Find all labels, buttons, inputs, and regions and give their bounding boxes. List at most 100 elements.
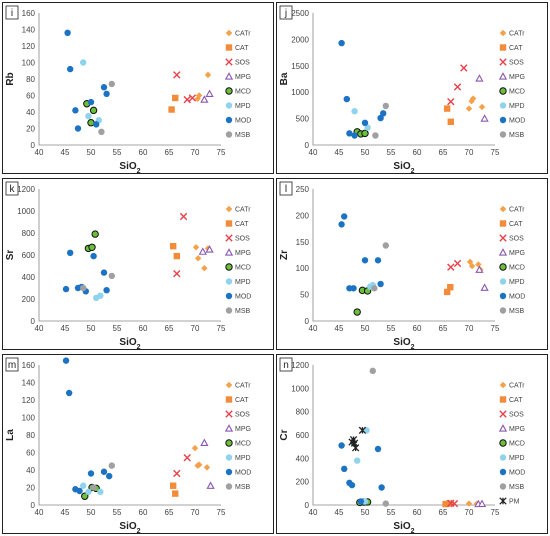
data-point [447,263,455,271]
legend-marker [225,205,233,213]
legend-label: SOS [509,412,524,419]
series-MPD [351,108,371,131]
data-point [358,426,367,434]
x-tick-label: 40 [35,148,44,157]
legend-marker [225,44,233,51]
legend-marker [499,102,507,109]
x-tick-label: 75 [217,324,226,333]
legend-marker [498,72,508,80]
x-tick-label: 65 [439,148,448,157]
y-tick-label: 140 [22,26,36,35]
series-CATr [194,71,212,102]
series-MOD [338,213,384,292]
x-tick-label: 50 [361,508,370,517]
y-tick-label: 0 [31,501,36,510]
series-MPD [80,482,104,496]
data-point [378,484,385,491]
x-tick-label: 70 [465,148,474,157]
data-point [62,357,70,364]
legend-label: CATr [509,383,525,390]
data-point [173,252,180,260]
data-point [480,283,489,291]
series-MPG [475,74,489,122]
panel-letter: k [10,184,16,195]
series-SOS [447,259,462,271]
legend-marker [225,381,233,389]
data-point [90,484,97,491]
x-tick-label: 60 [413,508,422,517]
legend-label: MSB [509,484,525,491]
x-tick-label: 50 [361,148,370,157]
legend-marker [499,29,507,37]
data-point [475,261,482,268]
legend-label: MSB [509,308,525,315]
data-point [89,106,98,115]
legend-marker [225,220,233,227]
y-tick-label: 0 [305,317,310,326]
y-tick-label: 2000 [291,35,309,44]
data-point [206,481,215,489]
data-point [188,94,197,102]
data-point [338,221,345,228]
series-SOS [173,454,191,478]
data-point [103,287,110,294]
data-point [382,102,389,110]
data-point [338,39,345,47]
legend-marker [225,102,233,109]
x-tick-label: 60 [139,508,148,517]
axis-lines [38,365,221,506]
legend-marker [499,263,507,271]
y-tick-label: 120 [22,42,36,51]
x-tick-label: 70 [191,148,200,157]
data-point [478,103,486,111]
legend-marker [225,87,233,95]
data-point [348,481,356,489]
x-axis-label: SiO2 [393,161,414,173]
x-tick-label: 60 [139,324,148,333]
panel-letter-box [279,357,293,372]
x-tick-label: 40 [309,148,318,157]
legend-label: MCD [509,441,525,448]
data-point [346,130,353,137]
series-MOD [338,39,387,139]
series-MCD [353,286,372,316]
y-tick-label: 140 [22,379,36,388]
data-point [85,488,92,496]
x-tick-label: 40 [309,324,318,333]
chart-panel-k: k 0 200 400 600 800 1000 1200 40 45 50 55 60 65 70 75 Sr… [2,178,274,350]
data-point [62,285,70,293]
y-tick-label: 160 [22,361,36,370]
legend-marker [499,205,507,213]
legend-label: MPG [509,74,525,81]
x-tick-label: 40 [35,324,44,333]
data-point [369,367,376,375]
data-point [67,249,74,256]
data-point [90,252,97,260]
series-MPD [354,427,370,505]
data-point [371,285,378,292]
x-tick-label: 40 [309,508,318,517]
data-point [195,92,203,99]
data-point [205,89,214,97]
y-tick-label: 60 [26,92,35,101]
series-MPG [200,438,215,489]
series-MCD [84,230,99,253]
y-tick-label: 0 [31,317,36,326]
data-point [108,462,116,469]
legend-marker [225,483,233,490]
data-point [357,498,365,505]
legend-label: CAT [509,45,523,52]
data-point [80,59,87,66]
legend-marker [499,307,507,314]
legend-marker [498,424,508,432]
y-tick-label: 400 [22,273,36,282]
data-point [480,114,489,122]
y-tick-label: 100 [22,414,36,423]
legend-marker [225,396,233,403]
chart-panel-m: m 0 20 40 60 80 100 120 140 160 40 45 50 55 60 65 70 75 La… [2,354,274,534]
axis-lines [312,365,495,506]
series-MPG [198,245,214,255]
axis-lines [312,189,495,322]
data-point [173,71,181,79]
